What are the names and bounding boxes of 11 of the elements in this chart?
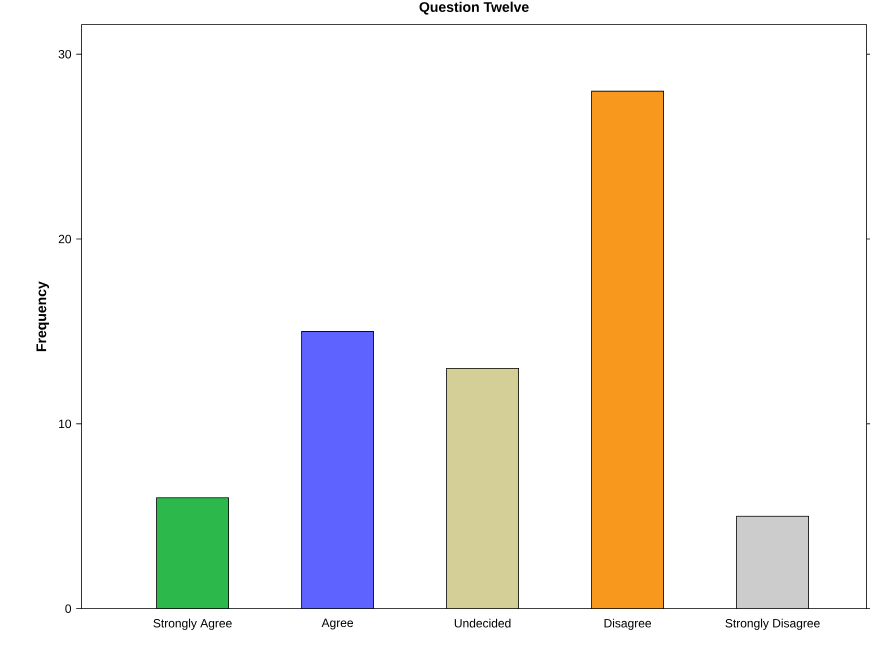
x-tick-label: Strongly Agree	[153, 618, 232, 630]
y-axis-title: Frequency	[36, 281, 50, 352]
x-tick-label: Strongly Disagree	[725, 618, 820, 630]
y-tick-label: 20	[58, 234, 72, 244]
x-tick-label: Agree	[322, 618, 354, 630]
chart-title: Question Twelve	[420, 2, 529, 15]
y-tick-label: 10	[59, 420, 72, 428]
y-tick-label: 30	[58, 50, 72, 58]
y-tick-label: 0	[65, 604, 72, 613]
x-tick-label: Undecided	[454, 618, 510, 628]
x-tick-label: Disagree	[604, 618, 652, 630]
